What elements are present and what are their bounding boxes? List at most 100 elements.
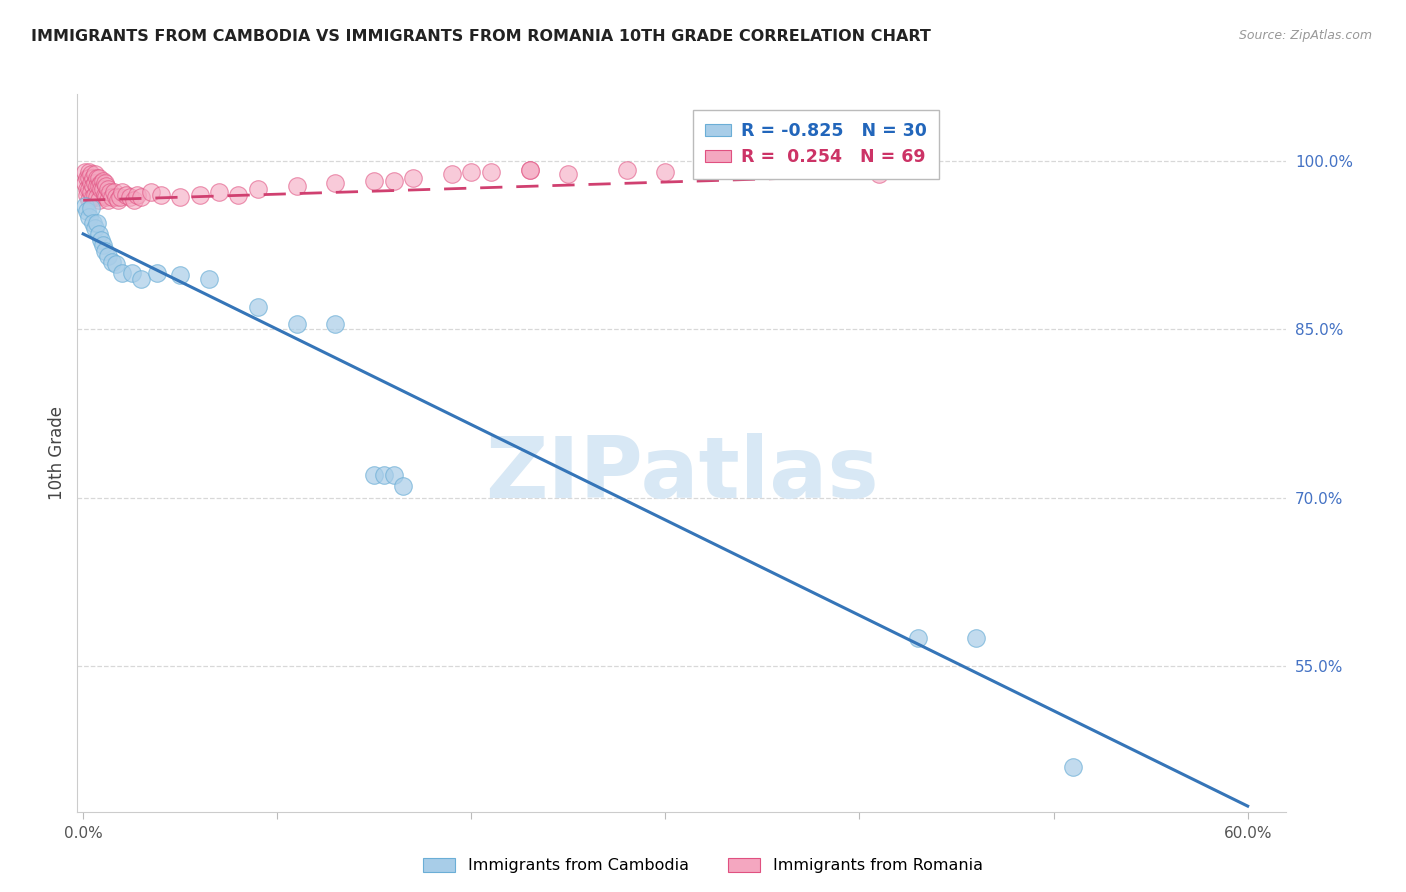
- Point: [76, 187, 98, 202]
- Point: [382, 468, 405, 483]
- Point: [77, 182, 100, 196]
- Point: [96, 178, 118, 193]
- Point: [325, 317, 347, 331]
- Point: [77, 170, 100, 185]
- Point: [392, 479, 415, 493]
- Point: [105, 190, 128, 204]
- Point: [115, 187, 138, 202]
- Point: [127, 187, 149, 202]
- Point: [246, 182, 269, 196]
- Point: [121, 266, 143, 280]
- Point: [169, 268, 191, 283]
- Point: [86, 178, 108, 193]
- Point: [373, 468, 395, 483]
- Point: [228, 187, 250, 202]
- Point: [382, 174, 405, 188]
- Point: [107, 193, 129, 207]
- Point: [169, 190, 191, 204]
- Point: [131, 190, 153, 204]
- Point: [93, 177, 115, 191]
- Point: [90, 233, 112, 247]
- Point: [285, 178, 308, 193]
- Point: [97, 193, 120, 207]
- Point: [77, 210, 100, 224]
- Point: [86, 170, 108, 185]
- Point: [402, 170, 425, 185]
- Point: [77, 165, 100, 179]
- Point: [76, 204, 98, 219]
- Point: [246, 300, 269, 314]
- Point: [363, 174, 385, 188]
- Point: [139, 186, 162, 200]
- Point: [285, 317, 308, 331]
- Point: [479, 165, 502, 179]
- Y-axis label: 10th Grade: 10th Grade: [48, 406, 66, 500]
- Point: [80, 177, 103, 191]
- Point: [519, 163, 541, 178]
- Point: [91, 174, 114, 188]
- Point: [122, 193, 145, 207]
- Point: [111, 266, 134, 280]
- Point: [91, 182, 114, 196]
- Point: [75, 199, 97, 213]
- Point: [325, 177, 347, 191]
- Point: [654, 165, 676, 179]
- Legend: Immigrants from Cambodia, Immigrants from Romania: Immigrants from Cambodia, Immigrants fro…: [416, 851, 990, 880]
- Point: [87, 193, 110, 207]
- Point: [616, 163, 638, 178]
- Point: [907, 631, 929, 645]
- Point: [87, 170, 110, 185]
- Point: [80, 186, 103, 200]
- Point: [83, 168, 105, 182]
- Point: [208, 186, 231, 200]
- Point: [80, 201, 103, 215]
- Point: [83, 221, 105, 235]
- Point: [440, 168, 463, 182]
- Point: [87, 178, 110, 193]
- Point: [86, 216, 108, 230]
- Point: [965, 631, 987, 645]
- Point: [770, 160, 793, 174]
- Point: [198, 272, 221, 286]
- Point: [1062, 760, 1084, 774]
- Point: [146, 266, 169, 280]
- Point: [519, 163, 541, 178]
- Point: [87, 227, 110, 241]
- Point: [103, 186, 125, 200]
- Point: [90, 177, 112, 191]
- Point: [149, 187, 172, 202]
- Point: [97, 182, 120, 196]
- Point: [96, 190, 118, 204]
- Point: [98, 186, 121, 200]
- Point: [363, 468, 385, 483]
- Point: [93, 244, 115, 258]
- Point: [75, 165, 97, 179]
- Point: [83, 177, 105, 191]
- Point: [77, 193, 100, 207]
- Text: ZIPatlas: ZIPatlas: [485, 433, 879, 516]
- Point: [713, 163, 735, 178]
- Point: [131, 272, 153, 286]
- Point: [460, 165, 482, 179]
- Point: [108, 190, 131, 204]
- Text: IMMIGRANTS FROM CAMBODIA VS IMMIGRANTS FROM ROMANIA 10TH GRADE CORRELATION CHART: IMMIGRANTS FROM CAMBODIA VS IMMIGRANTS F…: [31, 29, 931, 45]
- Point: [101, 255, 124, 269]
- Point: [188, 187, 211, 202]
- Point: [76, 170, 98, 185]
- Point: [105, 257, 128, 271]
- Point: [82, 170, 104, 185]
- Point: [83, 187, 105, 202]
- Text: Source: ZipAtlas.com: Source: ZipAtlas.com: [1239, 29, 1372, 43]
- Point: [76, 182, 98, 196]
- Point: [97, 249, 120, 263]
- Point: [82, 190, 104, 204]
- Point: [75, 177, 97, 191]
- Point: [118, 190, 141, 204]
- Point: [93, 187, 115, 202]
- Point: [82, 216, 104, 230]
- Point: [868, 168, 890, 182]
- Point: [101, 190, 124, 204]
- Point: [91, 238, 114, 252]
- Point: [557, 168, 579, 182]
- Legend: R = -0.825   N = 30, R =  0.254   N = 69: R = -0.825 N = 30, R = 0.254 N = 69: [693, 110, 939, 178]
